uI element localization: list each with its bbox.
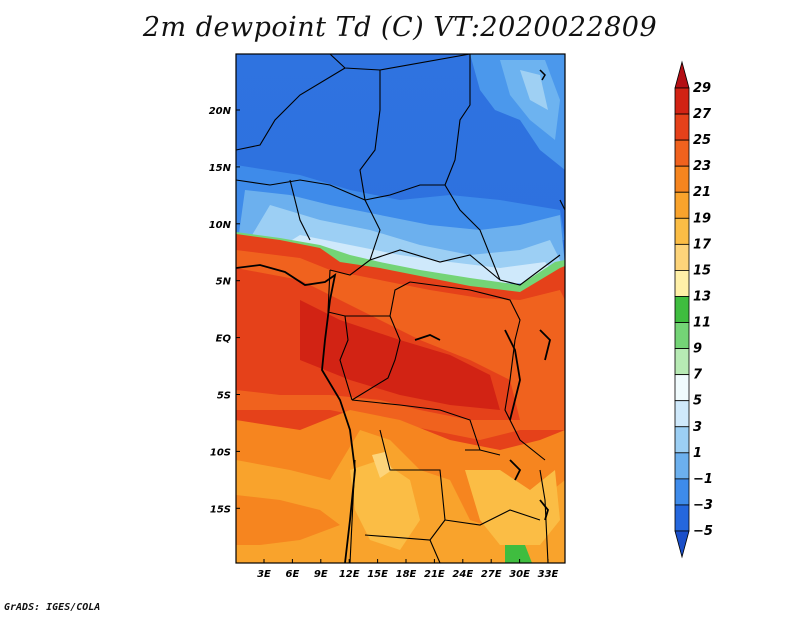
colorbar-box (674, 322, 690, 349)
colorbar-label: 25 (693, 133, 711, 148)
latitude-axis: 20N 15N 10N 5N EQ 5S 10S 15S (209, 106, 240, 515)
lon-tick-label: 3E (257, 569, 271, 580)
colorbar-label: −5 (693, 524, 713, 539)
colorbar-label: 23 (693, 159, 711, 174)
colorbar-box (674, 165, 690, 193)
colorbar-label: −3 (693, 498, 713, 513)
longitude-axis: 3E 6E 9E 12E 15E 18E 21E 24E 27E 30E 33E (257, 559, 559, 580)
colorbar-labels: 29 27 25 23 21 19 17 15 13 11 9 7 5 3 1 −1 −3 −5 (693, 81, 713, 539)
colorbar-box (674, 348, 690, 376)
map-title: 2m dewpoint Td (C) VT:2020022809 (142, 12, 658, 43)
colorbar-box (674, 504, 690, 532)
lon-tick-label: 6E (286, 569, 300, 580)
lat-tick-label: 10N (209, 220, 232, 231)
colorbar-label: 9 (693, 342, 702, 357)
colorbar-label: 15 (693, 263, 711, 278)
colorbar-min-triangle (674, 530, 690, 559)
colorbar (674, 60, 690, 559)
colorbar-label: 13 (693, 289, 711, 304)
map-panel (236, 54, 565, 563)
colorbar-label: 17 (693, 237, 712, 252)
lat-tick-label: 5N (216, 277, 232, 288)
colorbar-label: 5 (693, 394, 702, 409)
lat-tick-label: 10S (210, 447, 231, 458)
lon-tick-label: 27E (481, 569, 502, 580)
lat-tick-label: 15N (209, 163, 232, 174)
colorbar-max-triangle (674, 60, 690, 89)
colorbar-box (674, 87, 690, 115)
lon-tick-label: 21E (424, 569, 445, 580)
lon-tick-label: 30E (509, 569, 530, 580)
lon-tick-label: 33E (538, 569, 559, 580)
colorbar-box (674, 452, 690, 480)
lat-tick-label: EQ (216, 334, 232, 345)
map-frame (235, 53, 566, 564)
colorbar-label: 29 (693, 81, 711, 96)
colorbar-label: 11 (693, 316, 711, 331)
colorbar-label: 27 (693, 107, 712, 122)
colorbar-box (674, 374, 690, 402)
lat-tick-label: 5S (217, 391, 231, 402)
colorbar-label: −1 (693, 472, 713, 487)
colorbar-label: 19 (693, 211, 711, 226)
colorbar-box (674, 191, 690, 219)
credit-text: GrADS: IGES/COLA (4, 602, 101, 613)
colorbar-box (674, 270, 690, 297)
colorbar-box (674, 113, 690, 141)
colorbar-box (674, 139, 690, 167)
colorbar-box (674, 426, 690, 454)
lon-tick-label: 12E (339, 569, 360, 580)
lon-tick-label: 24E (452, 569, 473, 580)
colorbar-box (674, 243, 690, 271)
lat-tick-label: 20N (209, 106, 232, 117)
lon-tick-label: 15E (367, 569, 388, 580)
lat-tick-label: 15S (210, 504, 231, 515)
colorbar-label: 21 (693, 185, 711, 200)
colorbar-box (674, 478, 690, 506)
colorbar-box (674, 217, 690, 245)
lon-tick-label: 9E (314, 569, 328, 580)
colorbar-box (674, 400, 690, 428)
colorbar-label: 1 (693, 446, 702, 461)
colorbar-box (674, 296, 690, 323)
colorbar-label: 7 (693, 368, 703, 383)
colorbar-label: 3 (693, 420, 702, 435)
lon-tick-label: 18E (396, 569, 417, 580)
